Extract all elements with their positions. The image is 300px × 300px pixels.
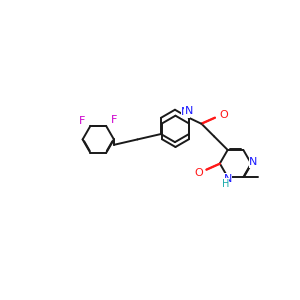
Text: N: N	[181, 107, 190, 117]
Text: N: N	[185, 106, 193, 116]
Text: F: F	[110, 115, 117, 125]
Text: O: O	[219, 110, 228, 120]
Text: N: N	[224, 174, 232, 184]
Text: N: N	[249, 157, 257, 167]
Text: H: H	[222, 179, 229, 189]
Text: F: F	[79, 116, 85, 126]
Text: O: O	[194, 168, 203, 178]
